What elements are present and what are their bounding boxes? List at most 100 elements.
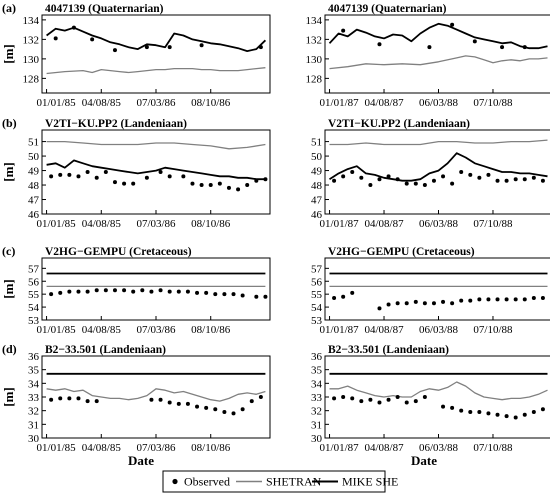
panel-7-shetran-line [46, 388, 266, 402]
panel-5-observed-point-12 [158, 288, 163, 293]
panel-4-title: V2TI−KU.PP2 (Landeniaan) [328, 118, 470, 130]
panel-8-observed-point-18 [504, 414, 509, 419]
panel-8-xtick-label-3: 07/10/88 [473, 442, 513, 454]
panel-4-ytick-label-0: 46 [311, 209, 323, 221]
panel-3-ytick-label-2: 48 [28, 180, 40, 192]
panel-4-observed-point-12 [441, 174, 446, 179]
panel-8-observed-point-16 [486, 411, 491, 416]
panel-8-observed-point-9 [413, 399, 418, 404]
panel-5-observed-point-8 [122, 288, 127, 293]
panel-4-ytick-label-4: 50 [311, 151, 323, 163]
panel-4-observed-point-13 [450, 181, 455, 186]
panel-1-observed-point-3 [112, 48, 117, 53]
panel-4-ytick-label-3: 49 [311, 166, 323, 178]
panel-7-observed-point-12 [204, 405, 209, 410]
panel-1-observed-point-7 [258, 45, 263, 50]
panel-3-observed-point-13 [181, 174, 186, 179]
panel-7-observed-point-15 [231, 411, 236, 416]
panel-1-xtick-label-3: 08/10/86 [191, 97, 231, 109]
panel-2-ytick-label-2: 132 [306, 34, 323, 46]
panel-3-observed-point-14 [190, 181, 195, 186]
panel-4-observed-point-22 [531, 175, 536, 180]
panel-3-observed-point-3 [76, 174, 81, 179]
panel-5-observed-point-13 [167, 289, 172, 294]
panel-5-observed-point-14 [176, 289, 181, 294]
panel-8-observed-point-15 [477, 410, 482, 415]
panel-3-observed-point-2 [67, 172, 72, 177]
panel-4-observed-point-9 [413, 181, 418, 186]
panel-3-row-label: (b) [2, 116, 17, 130]
panel-7-observed-point-4 [85, 399, 90, 404]
panel-8-observed-point-7 [395, 395, 400, 399]
panel-5-observed-point-5 [94, 288, 99, 293]
panel-3-observed-point-11 [158, 170, 163, 174]
panel-2-observed-point-4 [472, 39, 477, 44]
panel-7-observed-point-2 [67, 396, 72, 401]
panel-8-observed-point-2 [350, 396, 355, 401]
panel-5-observed-point-21 [240, 293, 245, 298]
panel-6-ytick-label-3: 56 [311, 276, 323, 288]
panel-1-observed-point-1 [71, 25, 76, 30]
panel-7-observed-point-6 [149, 397, 154, 402]
panel-5-observed-point-9 [131, 289, 136, 294]
panel-7-observed-point-13 [213, 407, 218, 412]
panel-3-observed-point-20 [245, 183, 250, 188]
panel-4-observed-point-2 [350, 170, 355, 174]
panel-5-ytick-label-1: 54 [28, 302, 40, 314]
panel-2-xtick-label-0: 01/01/87 [320, 97, 360, 109]
panel-8-observed-point-13 [459, 408, 464, 413]
panel-4-observed-point-16 [477, 175, 482, 180]
panel-3-observed-point-5 [94, 175, 99, 180]
panel-6-observed-point-14 [477, 297, 482, 302]
panel-7-row-label: (d) [2, 342, 17, 356]
panel-2-observed-point-6 [522, 45, 527, 50]
panel-2-shetran-line [329, 55, 548, 70]
x-axis-label-right: Date [411, 453, 437, 468]
panel-3-ytick-label-5: 51 [28, 137, 39, 149]
panel-6-observed-point-11 [450, 301, 455, 306]
panel-7-ytick-label-5: 35 [28, 365, 40, 377]
panel-7-xtick-label-2: 07/03/86 [136, 442, 176, 454]
panel-8-observed-point-14 [468, 410, 473, 415]
panel-3-observed-point-19 [236, 187, 241, 192]
panel-8-ytick-label-1: 31 [311, 419, 322, 431]
panel-1-title: 4047139 (Quaternarian) [45, 3, 164, 15]
panel-1-ytick-label-1: 130 [23, 54, 40, 66]
panel-3-title: V2TI−KU.PP2 (Landeniaan) [45, 118, 187, 130]
panel-4-observed-point-0 [332, 178, 337, 183]
panel-7-observed-point-18 [258, 395, 263, 399]
panel-7-observed-point-0 [49, 397, 54, 402]
panel-6-ytick-label-2: 55 [311, 289, 323, 301]
panel-8-observed-point-11 [441, 404, 446, 409]
panel-6-ytick-label-4: 57 [311, 263, 323, 275]
panel-2-observed-point-3 [450, 22, 455, 27]
panel-5-frame [41, 257, 271, 321]
panel-3-observed-point-10 [144, 175, 149, 180]
panel-6-observed-point-0 [332, 296, 337, 301]
panel-6-frame [324, 257, 550, 321]
panel-3-observed-point-1 [58, 172, 63, 177]
panel-5-observed-point-20 [231, 292, 236, 297]
legend-box [162, 470, 386, 493]
panel-1-mikeshe-line [46, 26, 267, 52]
panel-1-observed-point-4 [144, 45, 149, 50]
panel-3-observed-point-21 [254, 178, 259, 183]
panel-4-observed-point-18 [495, 178, 500, 183]
panel-5-row-label: (c) [2, 244, 15, 258]
panel-6-observed-point-13 [468, 298, 473, 303]
panel-5-observed-point-2 [67, 289, 72, 294]
panel-4-observed-point-7 [395, 177, 400, 182]
panel-8-ytick-label-4: 34 [311, 378, 323, 390]
panel-7-observed-point-5 [94, 399, 99, 404]
panel-3-observed-point-15 [199, 183, 204, 188]
panel-4-observed-point-15 [468, 172, 473, 177]
panel-4-observed-point-23 [540, 178, 545, 183]
x-axis-label-left: Date [128, 453, 154, 468]
panel-8-observed-point-3 [359, 399, 364, 404]
panel-2-title: 4047139 (Quaternarian) [328, 3, 447, 15]
panel-5-y-axis-label: [m] [1, 279, 16, 299]
panel-1-y-axis-label: [m] [1, 44, 16, 64]
panel-3-mikeshe-line [46, 159, 266, 181]
